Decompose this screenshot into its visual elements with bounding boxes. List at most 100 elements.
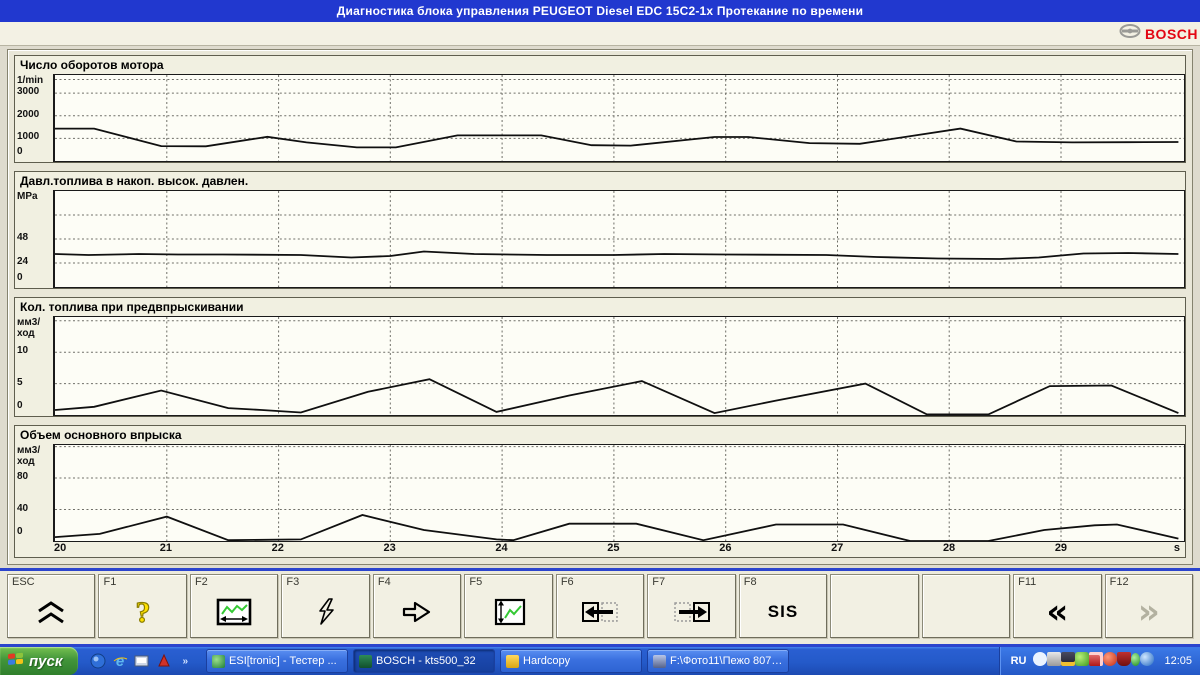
- quick-launch-overflow-chevron[interactable]: »: [182, 655, 189, 667]
- y-tick-label: 1000: [17, 131, 40, 142]
- blue-sphere-tray-icon[interactable]: [1140, 651, 1155, 666]
- fkey-button-f2[interactable]: F2: [189, 574, 279, 638]
- red-shield-tray-icon[interactable]: [1117, 651, 1132, 666]
- app-blue-icon[interactable]: [90, 653, 106, 669]
- window-title: Диагностика блока управления PEUGEOT Die…: [336, 4, 864, 18]
- x-tick-label: 25: [607, 542, 620, 554]
- y-tick-label: 0: [17, 146, 23, 157]
- task-label: Hardcopy: [523, 655, 571, 667]
- chart-panel-main-injection: Объем основного впрыска мм3/ход 80 40 0 20 2…: [14, 425, 1186, 558]
- sis-label: SIS: [767, 602, 799, 621]
- x-tick-label: 26: [719, 542, 732, 554]
- scroll-left-icon: [557, 589, 643, 635]
- y-axis-labels: мм3/ход 10 5 0: [15, 316, 53, 416]
- chart-panel-rpm: Число оборотов мотора 1/min 3000 2000 1000 0: [14, 55, 1186, 163]
- fkey-label: F7: [652, 576, 666, 588]
- red-app-tray-icon[interactable]: [1103, 651, 1118, 666]
- y-axis-unit: мм3/ход: [17, 445, 41, 467]
- fkey-label: F8: [743, 576, 757, 588]
- lightning-icon: [282, 589, 368, 635]
- start-button[interactable]: пуск: [0, 647, 79, 675]
- y-axis-labels: мм3/ход 80 40 0: [15, 444, 53, 542]
- show-desktop-icon[interactable]: [134, 653, 150, 669]
- taskbar-button[interactable]: F:\Фото11\Пежо 807\...: [647, 649, 790, 673]
- fkey-label: F1: [103, 576, 117, 588]
- bosch-logo: BOSCH: [1119, 24, 1198, 43]
- x-tick-label: 24: [495, 542, 508, 554]
- red-chart-tray-icon[interactable]: [1089, 651, 1104, 666]
- y-axis-unit: 1/min: [17, 75, 44, 86]
- taskbar-button[interactable]: ESI[tronic] - Тестер ...: [206, 649, 349, 673]
- y-axis-labels: MPa 48 24 0: [15, 190, 53, 288]
- task-label: ESI[tronic] - Тестер ...: [229, 655, 337, 667]
- fkey-label: F3: [286, 576, 300, 588]
- chart-panel-fuel-pressure: Давл.топлива в накоп. высок. давлен. MPa…: [14, 171, 1186, 289]
- y-tick-label: 80: [17, 471, 29, 482]
- fkey-button-f12[interactable]: F12 »: [1104, 574, 1194, 638]
- bosch-armature-icon: [1119, 24, 1141, 43]
- chevrons-right-icon: »: [1137, 592, 1160, 632]
- quick-launch-bar: e»: [78, 653, 200, 670]
- chart-plot: [53, 74, 1185, 162]
- fkey-button-f5[interactable]: F5: [464, 574, 553, 638]
- internet-explorer-icon[interactable]: e: [112, 653, 128, 670]
- x-tick-label: 28: [942, 542, 956, 554]
- media-red-icon[interactable]: [156, 653, 172, 669]
- chart-title: Кол. топлива при предвпрыскивании: [20, 300, 244, 314]
- chart-plot: [53, 316, 1185, 416]
- start-button-label: пуск: [29, 652, 63, 670]
- green-dot-tray-icon[interactable]: [1131, 652, 1141, 666]
- devices-tray-icon[interactable]: [1061, 651, 1076, 666]
- fkey-button-f3[interactable]: F3: [281, 574, 370, 638]
- y-axis-unit: MPa: [17, 191, 38, 202]
- taskbar-button[interactable]: BOSCH - kts500_32: [353, 649, 496, 673]
- fkey-label: F5: [469, 576, 483, 588]
- y-tick-label: 5: [17, 377, 23, 388]
- fkey-label: F11: [1018, 576, 1037, 588]
- chart-plot: [53, 444, 1185, 542]
- bosch-wordmark: BOSCH: [1144, 25, 1198, 42]
- task-label: BOSCH - kts500_32: [376, 655, 476, 667]
- chevrons-left-icon: «: [1046, 592, 1069, 632]
- collapse-arrow-tray-icon[interactable]: [1033, 651, 1048, 666]
- taskbar-clock: 12:05: [1164, 655, 1192, 667]
- language-indicator[interactable]: RU: [1010, 655, 1027, 667]
- y-axis-unit: мм3/ход: [17, 317, 41, 339]
- x-tick-label: 21: [159, 542, 172, 554]
- window-titlebar: Диагностика блока управления PEUGEOT Die…: [0, 0, 1200, 22]
- fkey-button-f1[interactable]: F1?: [98, 574, 187, 638]
- fkey-button-blank: [830, 574, 919, 638]
- fkey-button-blank: [921, 574, 1011, 638]
- graph-window-icon: [191, 589, 277, 635]
- help-question-icon: ?: [99, 589, 185, 635]
- fkey-label: F4: [377, 576, 391, 588]
- y-tick-label: 48: [17, 232, 29, 243]
- task-app-icon: [653, 654, 667, 668]
- charts-frame: Число оборотов мотора 1/min 3000 2000 1000 0…: [7, 49, 1193, 565]
- fkey-button-f4[interactable]: F4: [372, 574, 462, 638]
- fkey-label: F6: [560, 576, 574, 588]
- fkey-button-f8[interactable]: F8 SIS: [738, 574, 828, 638]
- printer-tray-icon[interactable]: [1047, 651, 1062, 666]
- chart-plot: [53, 190, 1185, 288]
- y-tick-label: 0: [17, 526, 23, 537]
- taskbar-button[interactable]: Hardcopy: [500, 649, 643, 673]
- x-tick-label: 27: [831, 542, 844, 554]
- y-tick-label: 0: [17, 272, 23, 283]
- taskbar-buttons: ESI[tronic] - Тестер ... BOSCH - kts500_3…: [200, 649, 999, 673]
- fkey-label: F12: [1109, 576, 1129, 588]
- fkey-button-f7[interactable]: F7: [647, 574, 736, 638]
- chart-title: Объем основного впрыска: [20, 428, 182, 442]
- chart-panel-preinjection-qty: Кол. топлива при предвпрыскивании мм3/хо…: [14, 297, 1186, 417]
- x-axis-labels: 20 21 22 23 24 25 26 27 28 29 s: [54, 542, 1184, 557]
- y-tick-label: 0: [17, 400, 23, 411]
- y-tick-label: 2000: [17, 109, 40, 120]
- green-app-tray-icon[interactable]: [1075, 651, 1090, 666]
- brand-toolbar: BOSCH: [0, 22, 1200, 46]
- fkey-button-f11[interactable]: F11 «: [1013, 574, 1102, 638]
- fkey-button-esc[interactable]: ESC: [7, 574, 96, 638]
- graph-scale-icon: [465, 589, 551, 635]
- fkey-button-f6[interactable]: F6: [555, 574, 645, 638]
- y-tick-label: 24: [17, 256, 29, 267]
